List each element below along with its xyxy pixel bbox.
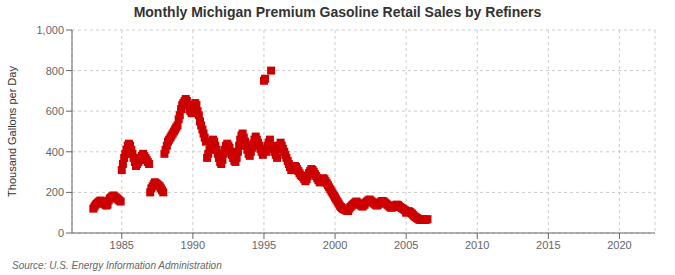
svg-text:600: 600 (46, 105, 64, 117)
svg-text:2015: 2015 (536, 239, 560, 251)
svg-text:0: 0 (58, 227, 64, 239)
svg-text:1995: 1995 (252, 239, 276, 251)
svg-text:1985: 1985 (110, 239, 134, 251)
svg-text:2020: 2020 (607, 239, 631, 251)
svg-text:1,000: 1,000 (36, 24, 64, 36)
svg-text:2010: 2010 (465, 239, 489, 251)
svg-text:Thousand Gallons per Day: Thousand Gallons per Day (6, 66, 18, 197)
html-text:Source: U.S. Energy Informatio: Source: U.S. Energy Information Administ… (12, 260, 222, 271)
svg-text:800: 800 (46, 65, 64, 77)
svg-text:2000: 2000 (323, 239, 347, 251)
svg-text:200: 200 (46, 186, 64, 198)
svg-text:400: 400 (46, 146, 64, 158)
svg-text:2005: 2005 (394, 239, 418, 251)
html-text:Monthly Michigan Premium Gasol: Monthly Michigan Premium Gasoline Retail… (133, 4, 542, 20)
svg-text:1990: 1990 (181, 239, 205, 251)
